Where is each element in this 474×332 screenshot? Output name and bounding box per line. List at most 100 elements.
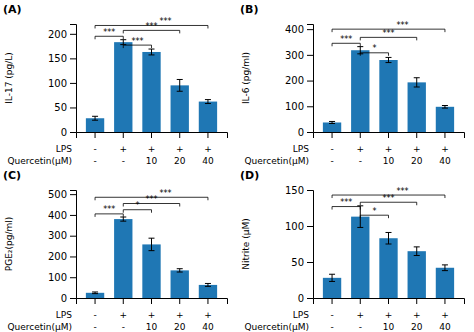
y-tick: 400 (48, 210, 76, 221)
error-bar (329, 121, 335, 123)
y-tick: 0 (61, 127, 76, 138)
y-tick-mark (307, 132, 313, 133)
row-label: + (441, 144, 449, 154)
y-axis-line (307, 25, 314, 133)
row-label: + (357, 310, 365, 320)
x-tick (151, 132, 152, 138)
row-label: - (330, 322, 333, 332)
x-tick (388, 298, 389, 304)
y-axis: 0100200300400 (285, 24, 314, 138)
bar (199, 285, 217, 298)
error-bar (386, 232, 392, 244)
panel-title: (B) (240, 3, 258, 16)
x-tick (416, 298, 417, 304)
y-tick: 100 (285, 221, 313, 232)
bar (114, 42, 132, 132)
y-tick: 100 (285, 101, 313, 112)
bar (351, 217, 369, 298)
y-tick-label: 500 (48, 189, 67, 200)
error-bar (442, 106, 448, 109)
y-tick: 150 (48, 53, 76, 64)
error-bar (149, 238, 155, 250)
y-axis: 0100200300400500 (48, 189, 77, 304)
y-axis-title: IL-17 (pg/L) (4, 52, 14, 104)
row-label: + (204, 144, 212, 154)
significance-label: *** (340, 35, 352, 44)
y-tick: 50 (291, 257, 313, 268)
y-tick: 0 (298, 293, 313, 304)
x-tick (360, 298, 361, 304)
bar (171, 85, 189, 132)
y-tick: 300 (285, 50, 313, 61)
bar (171, 270, 189, 298)
x-tick-mark (207, 298, 208, 304)
plot-area (323, 47, 454, 132)
y-axis: 050100150200 (48, 25, 77, 138)
x-tick-mark (207, 132, 208, 138)
row-label: + (204, 310, 212, 320)
row-label: 10 (383, 322, 395, 332)
y-tick-mark (307, 81, 313, 82)
row-label: 20 (411, 322, 423, 332)
error-bar (205, 100, 211, 104)
significance-bracket (332, 29, 445, 32)
y-tick-mark (307, 190, 313, 191)
y-tick-mark (70, 215, 76, 216)
panel-title: (A) (3, 3, 22, 16)
significance-label: *** (131, 37, 143, 46)
error-bar (120, 217, 126, 221)
row-label: - (359, 156, 362, 166)
y-tick: 300 (48, 230, 76, 241)
y-tick: 200 (48, 251, 76, 262)
y-axis-line (70, 25, 77, 133)
y-tick-label: 100 (285, 101, 304, 112)
x-tick-mark (332, 132, 333, 138)
row-label: 10 (146, 322, 158, 332)
y-tick-mark (70, 107, 76, 108)
y-tick-mark (70, 236, 76, 237)
x-axis-line (314, 299, 465, 305)
row-label-name: Quercetin(μM) (244, 322, 309, 332)
row-label: 20 (174, 322, 186, 332)
x-tick-mark (151, 298, 152, 304)
row-labels: LPS-++++Quercetin(μM)--102040 (244, 144, 451, 166)
y-tick-mark (307, 55, 313, 56)
x-tick (123, 132, 124, 138)
x-tick-mark (360, 132, 361, 138)
y-tick-mark (70, 256, 76, 257)
error-bar (92, 116, 98, 120)
bar (86, 293, 104, 298)
significance-label: *** (160, 189, 172, 198)
row-label: - (330, 310, 333, 320)
x-axis (314, 132, 465, 138)
x-tick-mark (388, 132, 389, 138)
row-label: 20 (174, 156, 186, 166)
row-label-name: Quercetin(μM) (7, 322, 72, 332)
x-tick-mark (95, 132, 96, 138)
significance: ********** (332, 21, 445, 56)
x-tick (388, 132, 389, 138)
x-axis (314, 298, 465, 304)
row-label: + (120, 144, 128, 154)
y-tick-label: 300 (285, 50, 304, 61)
significance-bracket (95, 25, 208, 28)
bar (408, 82, 426, 132)
y-tick-label: 0 (61, 293, 67, 304)
row-label: + (413, 310, 421, 320)
row-label: 10 (383, 156, 395, 166)
chart-svg: 050100150200************IL-17 (pg/L)(A)L… (0, 0, 474, 332)
row-label: + (120, 310, 128, 320)
row-labels: LPS-++++Quercetin(μM)--102040 (7, 310, 214, 332)
x-tick (207, 298, 208, 304)
x-tick-mark (95, 298, 96, 304)
significance: ********** (332, 187, 445, 219)
y-tick-label: 400 (285, 24, 304, 35)
significance: ************ (95, 17, 208, 48)
x-tick (207, 132, 208, 138)
y-tick-label: 50 (54, 102, 67, 113)
x-axis (77, 132, 228, 138)
row-label: - (330, 156, 333, 166)
error-bar (414, 247, 420, 256)
panel: 0100200300400500**********PGE₂(pg/ml)(C)… (3, 169, 228, 332)
y-tick-mark (307, 226, 313, 227)
